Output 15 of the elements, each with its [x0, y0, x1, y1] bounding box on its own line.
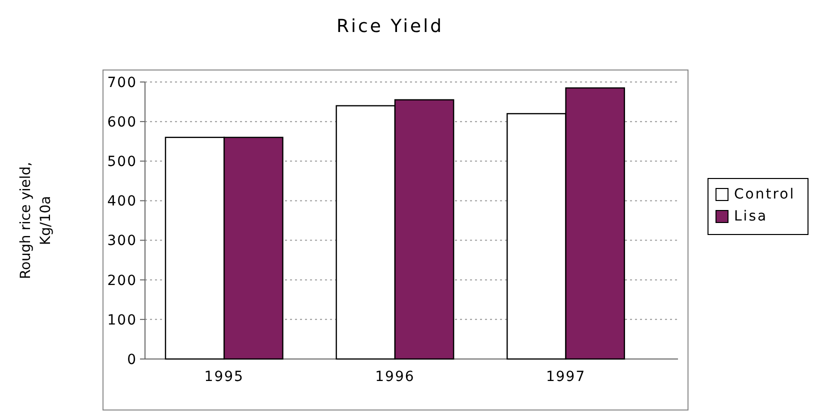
y-tick-label: 200 [107, 272, 137, 289]
y-tick-label: 300 [107, 233, 137, 250]
y-tick-label: 100 [107, 312, 137, 328]
x-tick-label: 1995 [204, 369, 244, 385]
chart-title: Rice Yield [336, 16, 444, 37]
x-tick-label: 1997 [546, 369, 586, 385]
x-tick-label: 1996 [375, 369, 415, 385]
legend-label: Control [734, 186, 796, 202]
y-tick-label: 500 [107, 154, 137, 170]
y-axis-title: Rough rice yield, Kg/10a [18, 162, 54, 280]
y-tick-label: 400 [107, 194, 137, 210]
y-tick-label: 600 [107, 114, 137, 130]
legend-label: Lisa [734, 208, 768, 224]
y-tick-label: 0 [127, 352, 137, 368]
y-tick-label: 700 [107, 74, 137, 91]
